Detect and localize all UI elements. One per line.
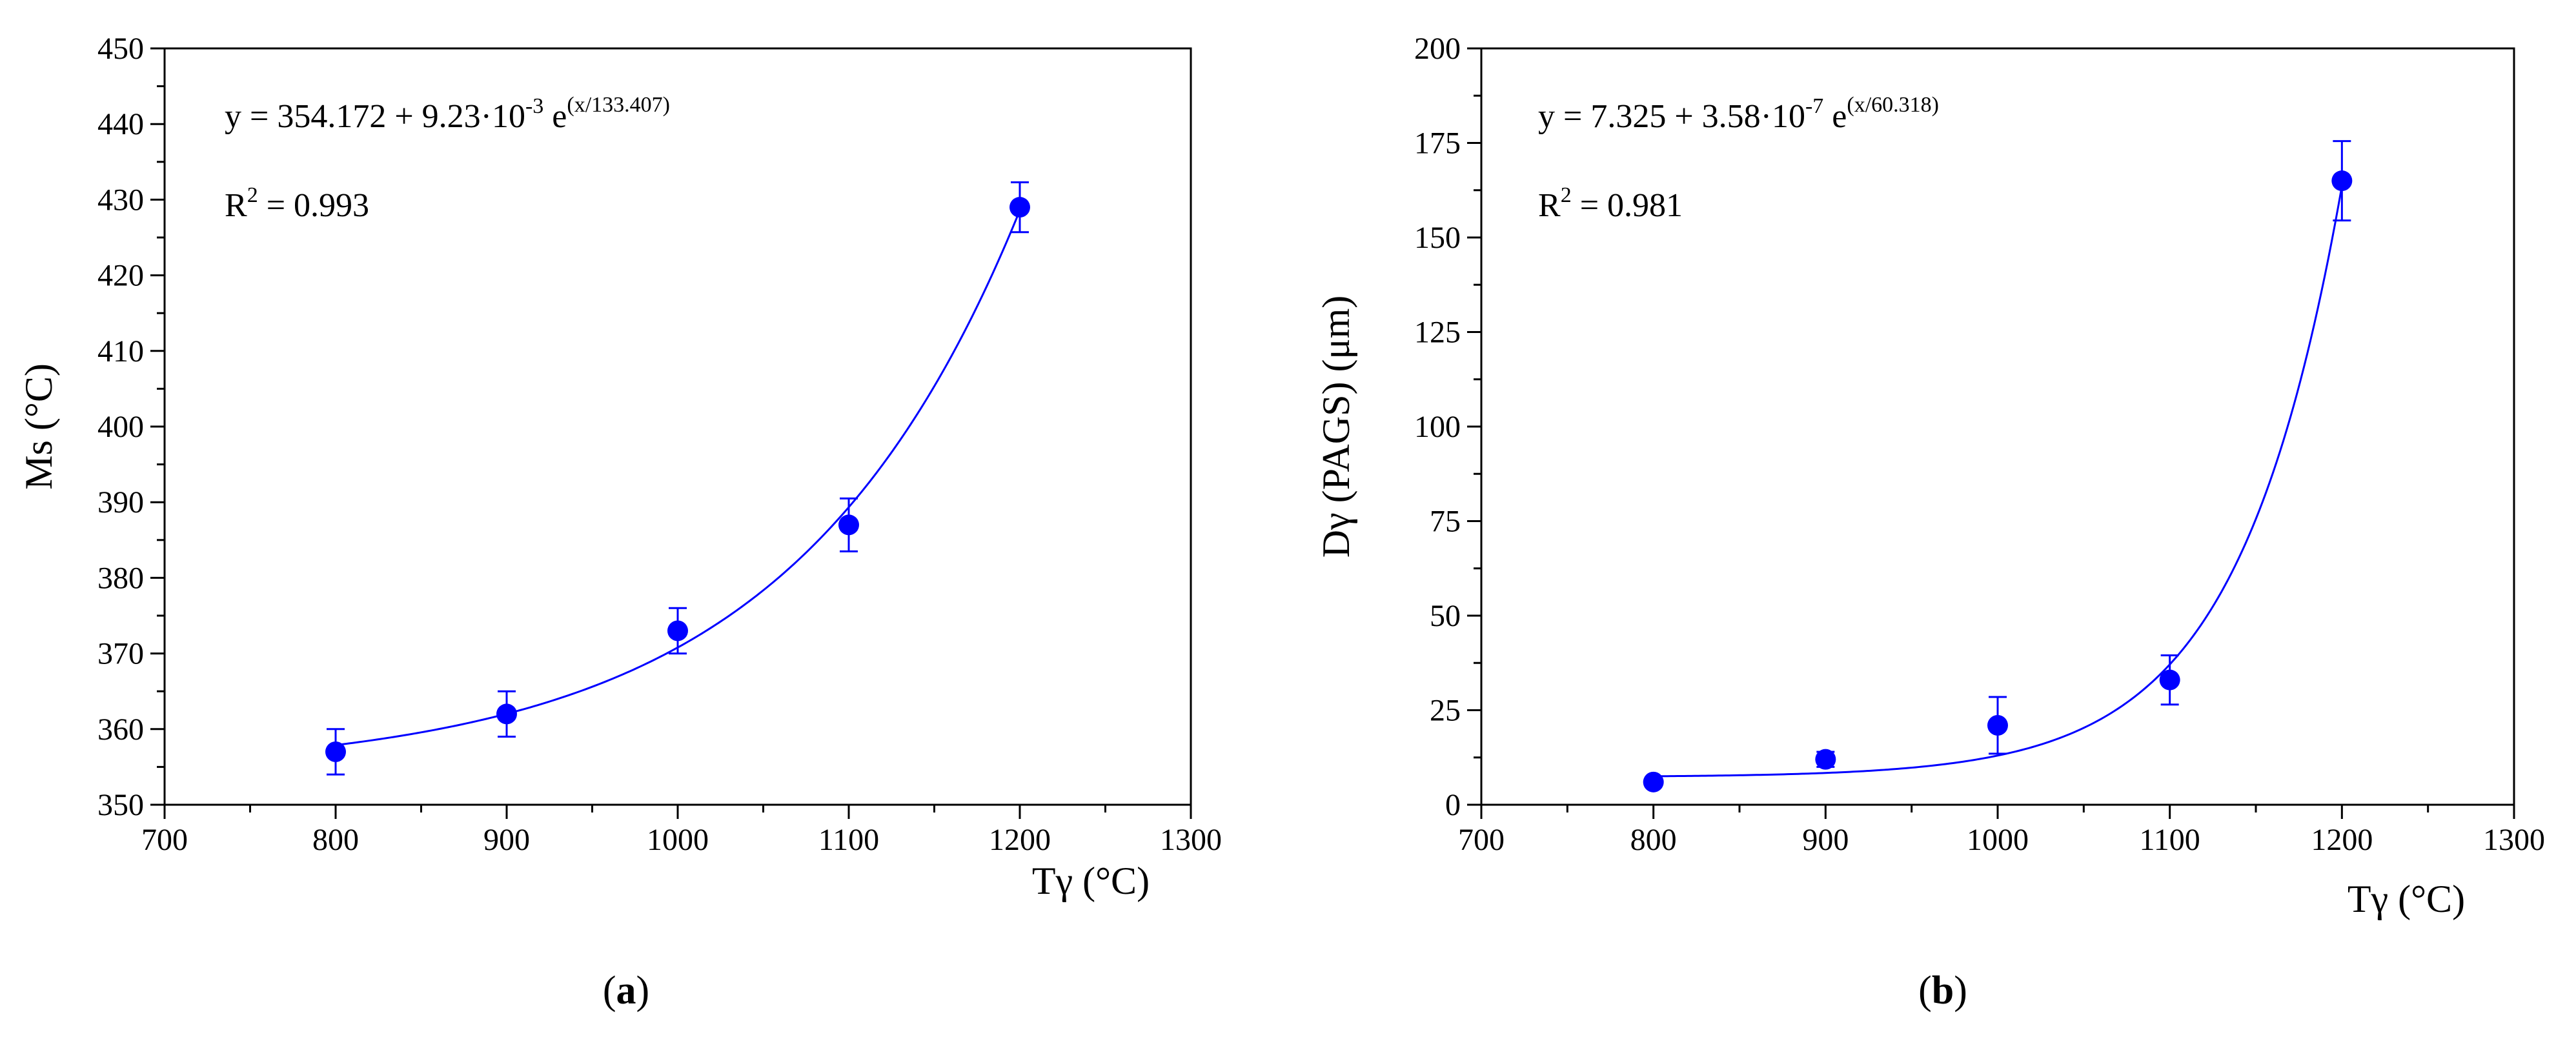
chart-panel-b: 700 800 900 1000 1100 1200 1300 0 25 50 75 100 125 15… xyxy=(1315,32,2545,1013)
data-point xyxy=(2331,170,2353,192)
y-axis-label: Ms (°C) xyxy=(17,363,60,490)
x-tick-label: 900 xyxy=(1802,823,1849,857)
y-tick-label: 125 xyxy=(1414,316,1461,350)
y-tick-label: 370 xyxy=(97,637,144,671)
data-point xyxy=(1643,771,1664,792)
y-tick-label: 430 xyxy=(97,183,144,217)
x-axis-label: Tγ (°C) xyxy=(1032,860,1150,902)
x-tick-label: 700 xyxy=(141,823,188,857)
y-tick-label: 75 xyxy=(1430,505,1461,539)
x-tick-label: 1200 xyxy=(989,823,1051,857)
data-point xyxy=(496,703,517,725)
data-point xyxy=(2159,669,2180,691)
axis-ticks: 700 800 900 1000 1100 1200 1300 350 360 370 380 390… xyxy=(97,32,1222,857)
y-tick-label: 380 xyxy=(97,561,144,595)
x-tick-label: 1000 xyxy=(1967,823,2029,857)
plot-frame xyxy=(1480,47,2515,806)
panel-label-a: (a) xyxy=(603,969,649,1013)
x-tick-label: 1100 xyxy=(2140,823,2200,857)
panel-label-b: (b) xyxy=(1918,969,1967,1013)
y-tick-label: 440 xyxy=(97,107,144,141)
chart-panel-a: 700 800 900 1000 1100 1200 1300 350 360 370 380 390… xyxy=(17,32,1222,1013)
plot-frame xyxy=(163,47,1192,806)
r-squared: R2 = 0.981 xyxy=(1538,183,1683,224)
y-tick-label: 50 xyxy=(1430,599,1461,633)
y-tick-label: 0 xyxy=(1445,788,1461,822)
y-tick-label: 100 xyxy=(1414,410,1461,444)
y-tick-label: 360 xyxy=(97,712,144,747)
y-tick-label: 410 xyxy=(97,334,144,368)
y-tick-label: 390 xyxy=(97,485,144,520)
fit-curve xyxy=(1653,185,2343,778)
y-tick-label: 420 xyxy=(97,259,144,293)
fit-curve-group xyxy=(335,210,1021,747)
y-axis-label: Dγ (PAGS) (μm) xyxy=(1315,296,1357,558)
x-tick-label: 900 xyxy=(483,823,530,857)
data-point xyxy=(1009,197,1030,218)
x-axis-label: Tγ (°C) xyxy=(2348,878,2465,920)
x-tick-label: 1100 xyxy=(818,823,879,857)
x-tick-label: 1200 xyxy=(2311,823,2373,857)
data-point xyxy=(1815,749,1836,770)
data-point xyxy=(1987,714,2008,736)
data-points xyxy=(1643,140,2353,792)
y-tick-label: 450 xyxy=(97,32,144,66)
data-point xyxy=(667,620,688,641)
y-tick-label: 200 xyxy=(1414,32,1461,66)
y-tick-label: 150 xyxy=(1414,221,1461,255)
data-points xyxy=(325,181,1030,776)
y-tick-label: 175 xyxy=(1414,126,1461,161)
x-tick-label: 700 xyxy=(1458,823,1505,857)
x-tick-label: 1300 xyxy=(2483,823,2545,857)
r-squared: R2 = 0.993 xyxy=(225,183,369,224)
data-point xyxy=(838,514,859,536)
y-tick-label: 25 xyxy=(1430,694,1461,728)
fit-equation: y = 7.325 + 3.58·10-7 e(x/60.318) xyxy=(1538,93,1939,135)
fit-curve-group xyxy=(1653,185,2343,778)
fit-equation: y = 354.172 + 9.23·10-3 e(x/133.407) xyxy=(225,93,670,135)
y-tick-label: 350 xyxy=(97,788,144,822)
x-tick-label: 800 xyxy=(1630,823,1677,857)
fit-curve xyxy=(335,210,1021,747)
x-tick-label: 1000 xyxy=(647,823,709,857)
data-point xyxy=(325,741,346,762)
x-tick-label: 800 xyxy=(312,823,359,857)
axis-ticks: 700 800 900 1000 1100 1200 1300 0 25 50 75 100 125 15… xyxy=(1414,32,2545,857)
y-tick-label: 400 xyxy=(97,410,144,444)
x-tick-label: 1300 xyxy=(1160,823,1222,857)
